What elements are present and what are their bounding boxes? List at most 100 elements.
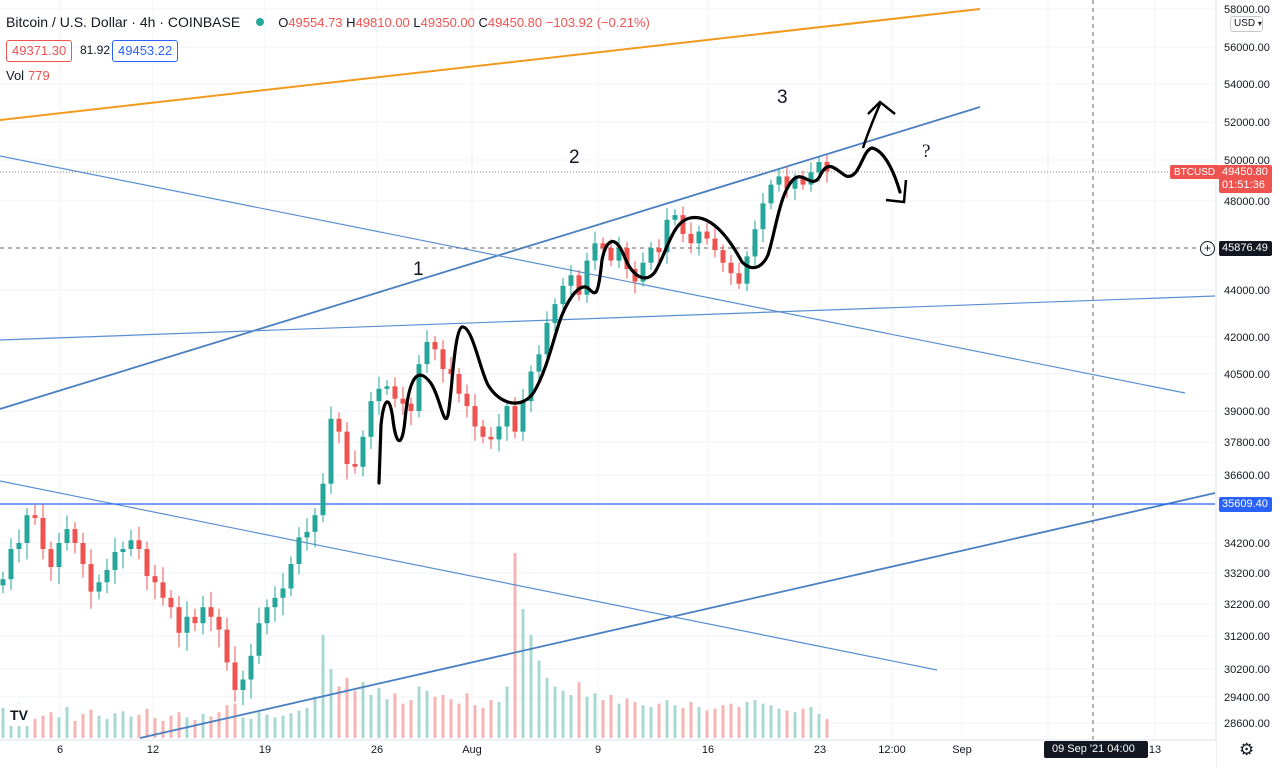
volume-bar: [713, 708, 717, 738]
candle-body: [176, 607, 182, 633]
price-axis-bg: [1216, 0, 1280, 768]
candle-body: [608, 248, 614, 261]
candle-body: [512, 406, 518, 432]
candle-body: [384, 386, 390, 389]
volume-bar: [153, 718, 157, 738]
volume-bar: [353, 690, 357, 738]
volume-bar: [105, 719, 109, 738]
candle-body: [248, 655, 254, 680]
candle-body: [480, 426, 486, 437]
candle-body: [464, 393, 470, 407]
candle-body: [704, 231, 710, 239]
volume-bar: [753, 700, 757, 738]
price-tick-label: 56000.00: [1224, 42, 1270, 54]
volume-bar: [201, 713, 205, 738]
candle-body: [64, 529, 70, 543]
volume-bar: [593, 693, 597, 738]
volume-bar: [497, 701, 501, 738]
hline-price-label: 35609.40: [1219, 497, 1272, 512]
candles: [0, 154, 830, 706]
candle-body: [256, 623, 262, 656]
volume-bar: [625, 698, 629, 738]
time-tick-label: 26: [371, 744, 383, 756]
candle-body: [600, 243, 606, 248]
volume-bar: [681, 707, 685, 738]
candle-body: [320, 483, 326, 516]
hand-drawn-path: [377, 100, 908, 485]
candle-body: [712, 238, 718, 251]
volume-bar: [233, 703, 237, 738]
candle-body: [664, 219, 670, 253]
volume-bar: [465, 693, 469, 738]
candle-body: [96, 582, 102, 592]
candle-body: [696, 231, 702, 244]
volume-bar: [617, 703, 621, 738]
volume-bar: [97, 715, 101, 738]
volume-bar: [161, 720, 165, 738]
volume-bar: [641, 705, 645, 738]
volume-bar: [169, 715, 173, 738]
candle-body: [288, 564, 294, 589]
volume-bar: [801, 708, 805, 738]
volume-bar: [121, 711, 125, 738]
candle-body: [352, 464, 358, 467]
buy-price-box[interactable]: 49453.22: [112, 40, 179, 62]
spread-value: 81.92: [80, 43, 111, 57]
volume-bar: [193, 719, 197, 738]
candle-body: [496, 426, 502, 440]
time-tick-label: 23: [814, 744, 826, 756]
candle-body: [768, 184, 774, 204]
price-tick-label: 29400.00: [1224, 692, 1270, 704]
volume-bar: [89, 709, 93, 738]
volume-bar: [137, 714, 141, 738]
candle-body: [720, 250, 726, 263]
volume-bar: [345, 677, 349, 738]
volume-bar: [113, 713, 117, 738]
candle-body: [136, 540, 142, 549]
time-tick-label: Aug: [462, 744, 482, 756]
chart-header: Bitcoin / U.S. Dollar · 4h · COINBASE O49…: [6, 14, 650, 30]
candle-body: [400, 398, 406, 404]
candle-body: [128, 540, 134, 549]
volume-bar: [225, 705, 229, 738]
volume-bar: [41, 715, 45, 738]
candle-body: [416, 364, 422, 411]
volume-bar: [449, 699, 453, 738]
sell-price-box[interactable]: 49371.30: [6, 40, 73, 62]
candle-body: [448, 369, 454, 374]
candle-body: [408, 403, 414, 411]
price-tick-label: 37800.00: [1224, 437, 1270, 449]
volume-bar: [785, 710, 789, 738]
candle-body: [120, 549, 126, 552]
volume-bar: [377, 688, 381, 738]
volume-bar: [241, 717, 245, 738]
volume-bar: [601, 700, 605, 738]
gear-icon[interactable]: ⚙: [1239, 740, 1255, 759]
candle-body: [488, 436, 494, 440]
currency-selector[interactable]: USD ▾: [1230, 16, 1263, 32]
candle-body: [40, 517, 46, 549]
candle-body: [688, 233, 694, 244]
candle-body: [304, 531, 310, 538]
volume-bar: [361, 682, 365, 738]
candle-body: [368, 401, 374, 437]
candle-body: [80, 543, 86, 564]
volume-bar: [793, 712, 797, 738]
candle-body: [56, 543, 62, 567]
crosshair-plus-icon[interactable]: +: [1200, 241, 1215, 256]
candle-body: [192, 616, 198, 624]
time-tick-label: 9: [595, 744, 601, 756]
trend-lines: [0, 0, 1216, 740]
symbol-title[interactable]: Bitcoin / U.S. Dollar · 4h · COINBASE: [6, 14, 241, 30]
volume-bar: [825, 719, 829, 738]
volume-bar: [273, 717, 277, 738]
tradingview-logo[interactable]: TV: [6, 704, 32, 726]
crosshair-time-label: 09 Sep '21 04:00: [1044, 741, 1148, 758]
volume-bar: [217, 712, 221, 738]
volume-bar: [697, 707, 701, 738]
candle-body: [0, 579, 6, 586]
volume-bar: [177, 712, 181, 738]
volume-bar: [745, 701, 749, 738]
